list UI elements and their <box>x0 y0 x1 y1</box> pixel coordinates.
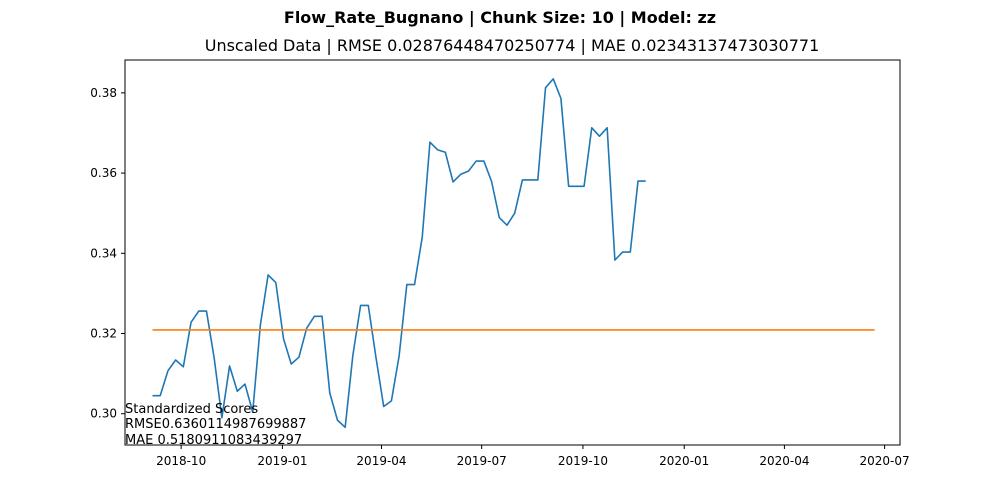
x-tick-label: 2019-04 <box>356 454 406 468</box>
annotation-line-3: MAE 0.5180911083439297 <box>125 433 302 448</box>
y-tick-label: 0.36 <box>90 166 117 180</box>
plot-frame <box>124 59 901 446</box>
series-line-0 <box>152 78 646 429</box>
chart-title: Flow_Rate_Bugnano | Chunk Size: 10 | Mod… <box>284 8 716 28</box>
x-tick-label: 2019-10 <box>558 454 608 468</box>
standardized-scores-annotation: Standardized Scores RMSE0.63601149876998… <box>125 402 306 448</box>
plot-area: 2018-10 2019-01 2019-04 2019-07 2019-10 2020-… <box>90 59 910 468</box>
annotation-line-2: RMSE0.6360114987699887 <box>125 417 306 432</box>
y-tick-label: 0.32 <box>90 327 117 341</box>
annotation-line-1: Standardized Scores <box>125 402 258 417</box>
y-tick-label: 0.30 <box>90 407 117 421</box>
x-tick-label: 2020-01 <box>659 454 709 468</box>
x-tick-label: 2020-04 <box>759 454 809 468</box>
x-tick-label: 2018-10 <box>156 454 206 468</box>
x-tick-label: 2019-07 <box>457 454 507 468</box>
chart-subtitle: Unscaled Data | RMSE 0.02876448470250774… <box>205 36 820 55</box>
x-tick-label: 2020-07 <box>860 454 910 468</box>
y-tick-label: 0.34 <box>90 246 117 260</box>
x-tick-label: 2019-01 <box>257 454 307 468</box>
y-tick-label: 0.38 <box>90 86 117 100</box>
